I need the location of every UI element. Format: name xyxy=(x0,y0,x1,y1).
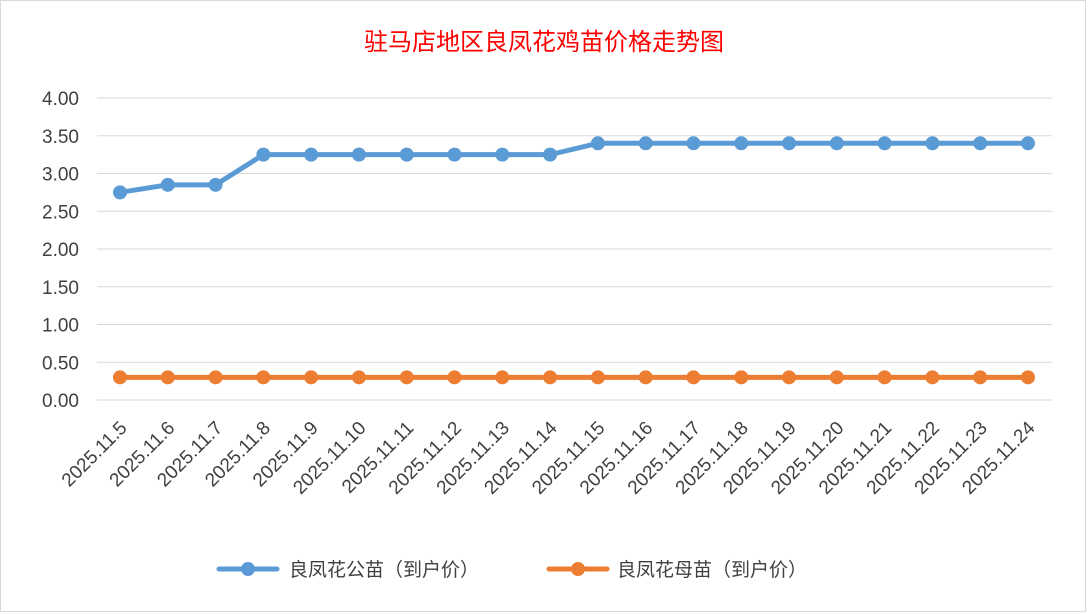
legend-label: 良凤花公苗（到户价） xyxy=(289,559,479,581)
y-tick-label: 1.00 xyxy=(42,316,79,337)
data-point xyxy=(351,370,366,385)
data-point xyxy=(399,370,414,385)
data-point xyxy=(1021,370,1035,385)
data-point xyxy=(543,370,558,385)
legend-item: 良凤花公苗（到户价） xyxy=(216,559,479,581)
data-point xyxy=(543,147,558,162)
y-tick-label: 2.50 xyxy=(42,202,79,223)
data-point xyxy=(304,370,319,385)
gridlines xyxy=(97,97,1052,401)
data-point xyxy=(208,177,223,192)
data-point xyxy=(399,147,414,162)
data-point xyxy=(734,136,749,151)
data-point xyxy=(686,370,701,385)
data-point xyxy=(256,370,271,385)
y-tick-label: 3.00 xyxy=(42,165,79,186)
series-layer xyxy=(113,136,1035,385)
data-point xyxy=(829,136,844,151)
data-point xyxy=(256,147,271,162)
legend-swatch-marker xyxy=(241,562,255,576)
data-point xyxy=(495,147,510,162)
data-point xyxy=(877,136,892,151)
y-tick-label: 0.00 xyxy=(42,391,79,412)
series-1 xyxy=(113,136,1035,200)
legend-item: 良凤花母苗（到户价） xyxy=(546,559,807,581)
data-point xyxy=(782,136,797,151)
chart-title: 驻马店地区良凤花鸡苗价格走势图 xyxy=(364,28,724,56)
y-tick-label: 4.00 xyxy=(42,89,79,110)
x-axis-ticks: 2025.11.52025.11.62025.11.72025.11.82025… xyxy=(58,417,1040,498)
data-point xyxy=(590,370,605,385)
data-point xyxy=(208,370,223,385)
data-point xyxy=(447,147,462,162)
data-point xyxy=(1021,136,1035,151)
legend-swatch-marker xyxy=(571,562,585,576)
data-point xyxy=(113,370,127,385)
data-point xyxy=(304,147,319,162)
series-line xyxy=(117,140,1031,195)
data-point xyxy=(782,370,797,385)
data-point xyxy=(351,147,366,162)
data-point xyxy=(638,370,653,385)
data-point xyxy=(925,136,940,151)
data-point xyxy=(495,370,510,385)
legend-label: 良凤花母苗（到户价） xyxy=(617,559,807,581)
data-point xyxy=(590,136,605,151)
data-point xyxy=(734,370,749,385)
data-point xyxy=(877,370,892,385)
data-point xyxy=(686,136,701,151)
data-point xyxy=(638,136,653,151)
y-tick-label: 1.50 xyxy=(42,278,79,299)
data-point xyxy=(447,370,462,385)
y-tick-label: 3.50 xyxy=(42,127,79,148)
y-axis-ticks: 0.00 0.50 1.00 1.50 2.00 2.50 3.00 3.50 4.00 xyxy=(42,89,79,412)
data-point xyxy=(829,370,844,385)
data-point xyxy=(113,185,127,200)
series-2 xyxy=(113,370,1035,385)
data-point xyxy=(160,177,175,192)
data-point xyxy=(925,370,940,385)
legend: 良凤花公苗（到户价） 良凤花母苗（到户价） xyxy=(216,559,807,581)
y-tick-label: 0.50 xyxy=(42,353,79,374)
data-point xyxy=(973,370,988,385)
y-tick-label: 2.00 xyxy=(42,240,79,261)
data-point xyxy=(973,136,988,151)
data-point xyxy=(160,370,175,385)
